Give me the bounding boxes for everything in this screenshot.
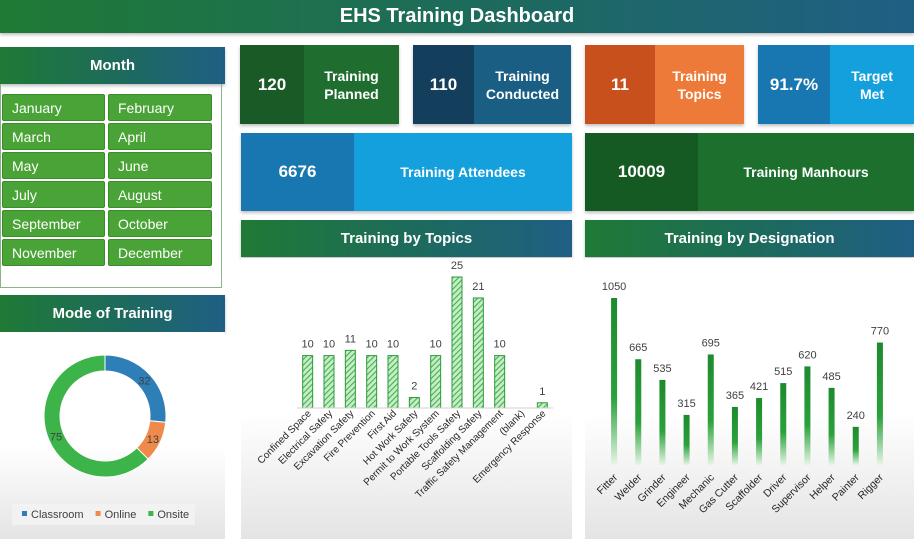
kpi-label: Training Manhours [743, 164, 869, 180]
month-button[interactable]: February [108, 94, 212, 121]
month-button[interactable]: June [108, 152, 212, 179]
kpi-value: 110 [413, 45, 474, 124]
data-label: 1 [539, 386, 545, 398]
bar [876, 342, 883, 465]
data-label: 770 [871, 326, 889, 338]
data-label: 10 [430, 339, 442, 351]
x-tick-label: Rigger [856, 471, 887, 502]
chart-title: Training by Topics [241, 220, 572, 257]
data-label: 315 [677, 398, 695, 410]
data-label: 10 [387, 339, 399, 351]
kpi-card: 10009 Training Manhours [585, 133, 914, 211]
data-label: 365 [726, 390, 744, 402]
chart-title: Training by Designation [585, 220, 914, 257]
month-button[interactable]: May [2, 152, 105, 179]
legend-label: Onsite [157, 509, 189, 521]
data-label: 10 [323, 339, 335, 351]
month-header: Month [0, 47, 225, 84]
kpi-label: Training Attendees [400, 164, 526, 180]
bar [366, 355, 378, 409]
donut-slice [104, 354, 167, 423]
data-label: 665 [629, 342, 647, 354]
data-label: 32 [138, 376, 150, 388]
legend-label: Online [105, 509, 137, 521]
data-label: 10 [366, 339, 378, 351]
bar [683, 414, 690, 465]
kpi-label: Training Topics [672, 67, 727, 102]
bar [472, 297, 484, 409]
bar [780, 383, 787, 465]
bar [756, 398, 763, 465]
bar [828, 387, 835, 465]
bar [536, 402, 548, 409]
data-label: 10 [302, 339, 314, 351]
kpi-value: 6676 [241, 133, 354, 211]
chart-panel [241, 258, 572, 539]
bar [387, 355, 399, 409]
month-button[interactable]: April [108, 123, 212, 150]
month-button[interactable]: November [2, 239, 105, 266]
bar [451, 276, 463, 409]
month-button[interactable]: January [2, 94, 105, 121]
kpi-label: Training Conducted [485, 67, 559, 102]
dashboard-title: EHS Training Dashboard [0, 0, 914, 33]
data-label: 75 [50, 431, 62, 443]
bar [323, 355, 335, 409]
legend-swatch [95, 511, 101, 516]
data-label: 10 [494, 339, 506, 351]
bar [707, 354, 714, 465]
kpi-value: 120 [240, 45, 304, 124]
bar [494, 355, 506, 409]
kpi-value: 10009 [585, 133, 698, 211]
legend-swatch [22, 511, 27, 516]
bar [430, 355, 442, 409]
data-label: 1050 [602, 281, 626, 293]
data-label: 485 [822, 371, 840, 383]
month-button[interactable]: August [108, 181, 212, 208]
month-button[interactable]: December [108, 239, 212, 266]
bar [804, 366, 811, 465]
kpi-label: Target Met [851, 67, 893, 102]
data-label: 13 [147, 434, 159, 446]
kpi-value: 91.7% [758, 45, 830, 124]
kpi-value: 11 [585, 45, 655, 124]
month-slicer: January February March April May June July Augu… [0, 84, 222, 288]
kpi-card: 120 Training Planned [240, 45, 399, 124]
data-label: 2 [411, 381, 417, 393]
x-tick-label: Painter [830, 471, 862, 503]
month-button[interactable]: September [2, 210, 105, 237]
bar [302, 355, 314, 409]
kpi-card: 6676 Training Attendees [241, 133, 572, 211]
bar [659, 379, 666, 465]
legend-swatch [148, 511, 154, 516]
month-button[interactable]: October [108, 210, 212, 237]
bar [408, 397, 420, 409]
data-label: 695 [702, 337, 720, 349]
bar [611, 298, 618, 465]
kpi-card: 91.7% Target Met [758, 45, 914, 124]
donut-slice [43, 354, 149, 478]
data-label: 240 [847, 410, 865, 422]
month-button[interactable]: July [2, 181, 105, 208]
legend-label: Classroom [31, 509, 84, 521]
data-label: 620 [798, 349, 816, 361]
data-label: 11 [345, 333, 356, 345]
kpi-card: 110 Training Conducted [413, 45, 571, 124]
kpi-card: 11 Training Topics [585, 45, 744, 124]
bar [852, 426, 859, 465]
data-label: 421 [750, 381, 768, 393]
chart-title: Mode of Training [0, 295, 225, 332]
data-label: 21 [472, 281, 484, 293]
month-button[interactable]: March [2, 123, 105, 150]
data-label: 25 [451, 260, 463, 272]
bar [344, 349, 356, 409]
legend-box [12, 504, 195, 525]
bar [635, 359, 642, 465]
bar [731, 406, 738, 465]
data-label: 535 [653, 363, 671, 375]
kpi-label: Training Planned [324, 67, 379, 102]
data-label: 515 [774, 366, 792, 378]
